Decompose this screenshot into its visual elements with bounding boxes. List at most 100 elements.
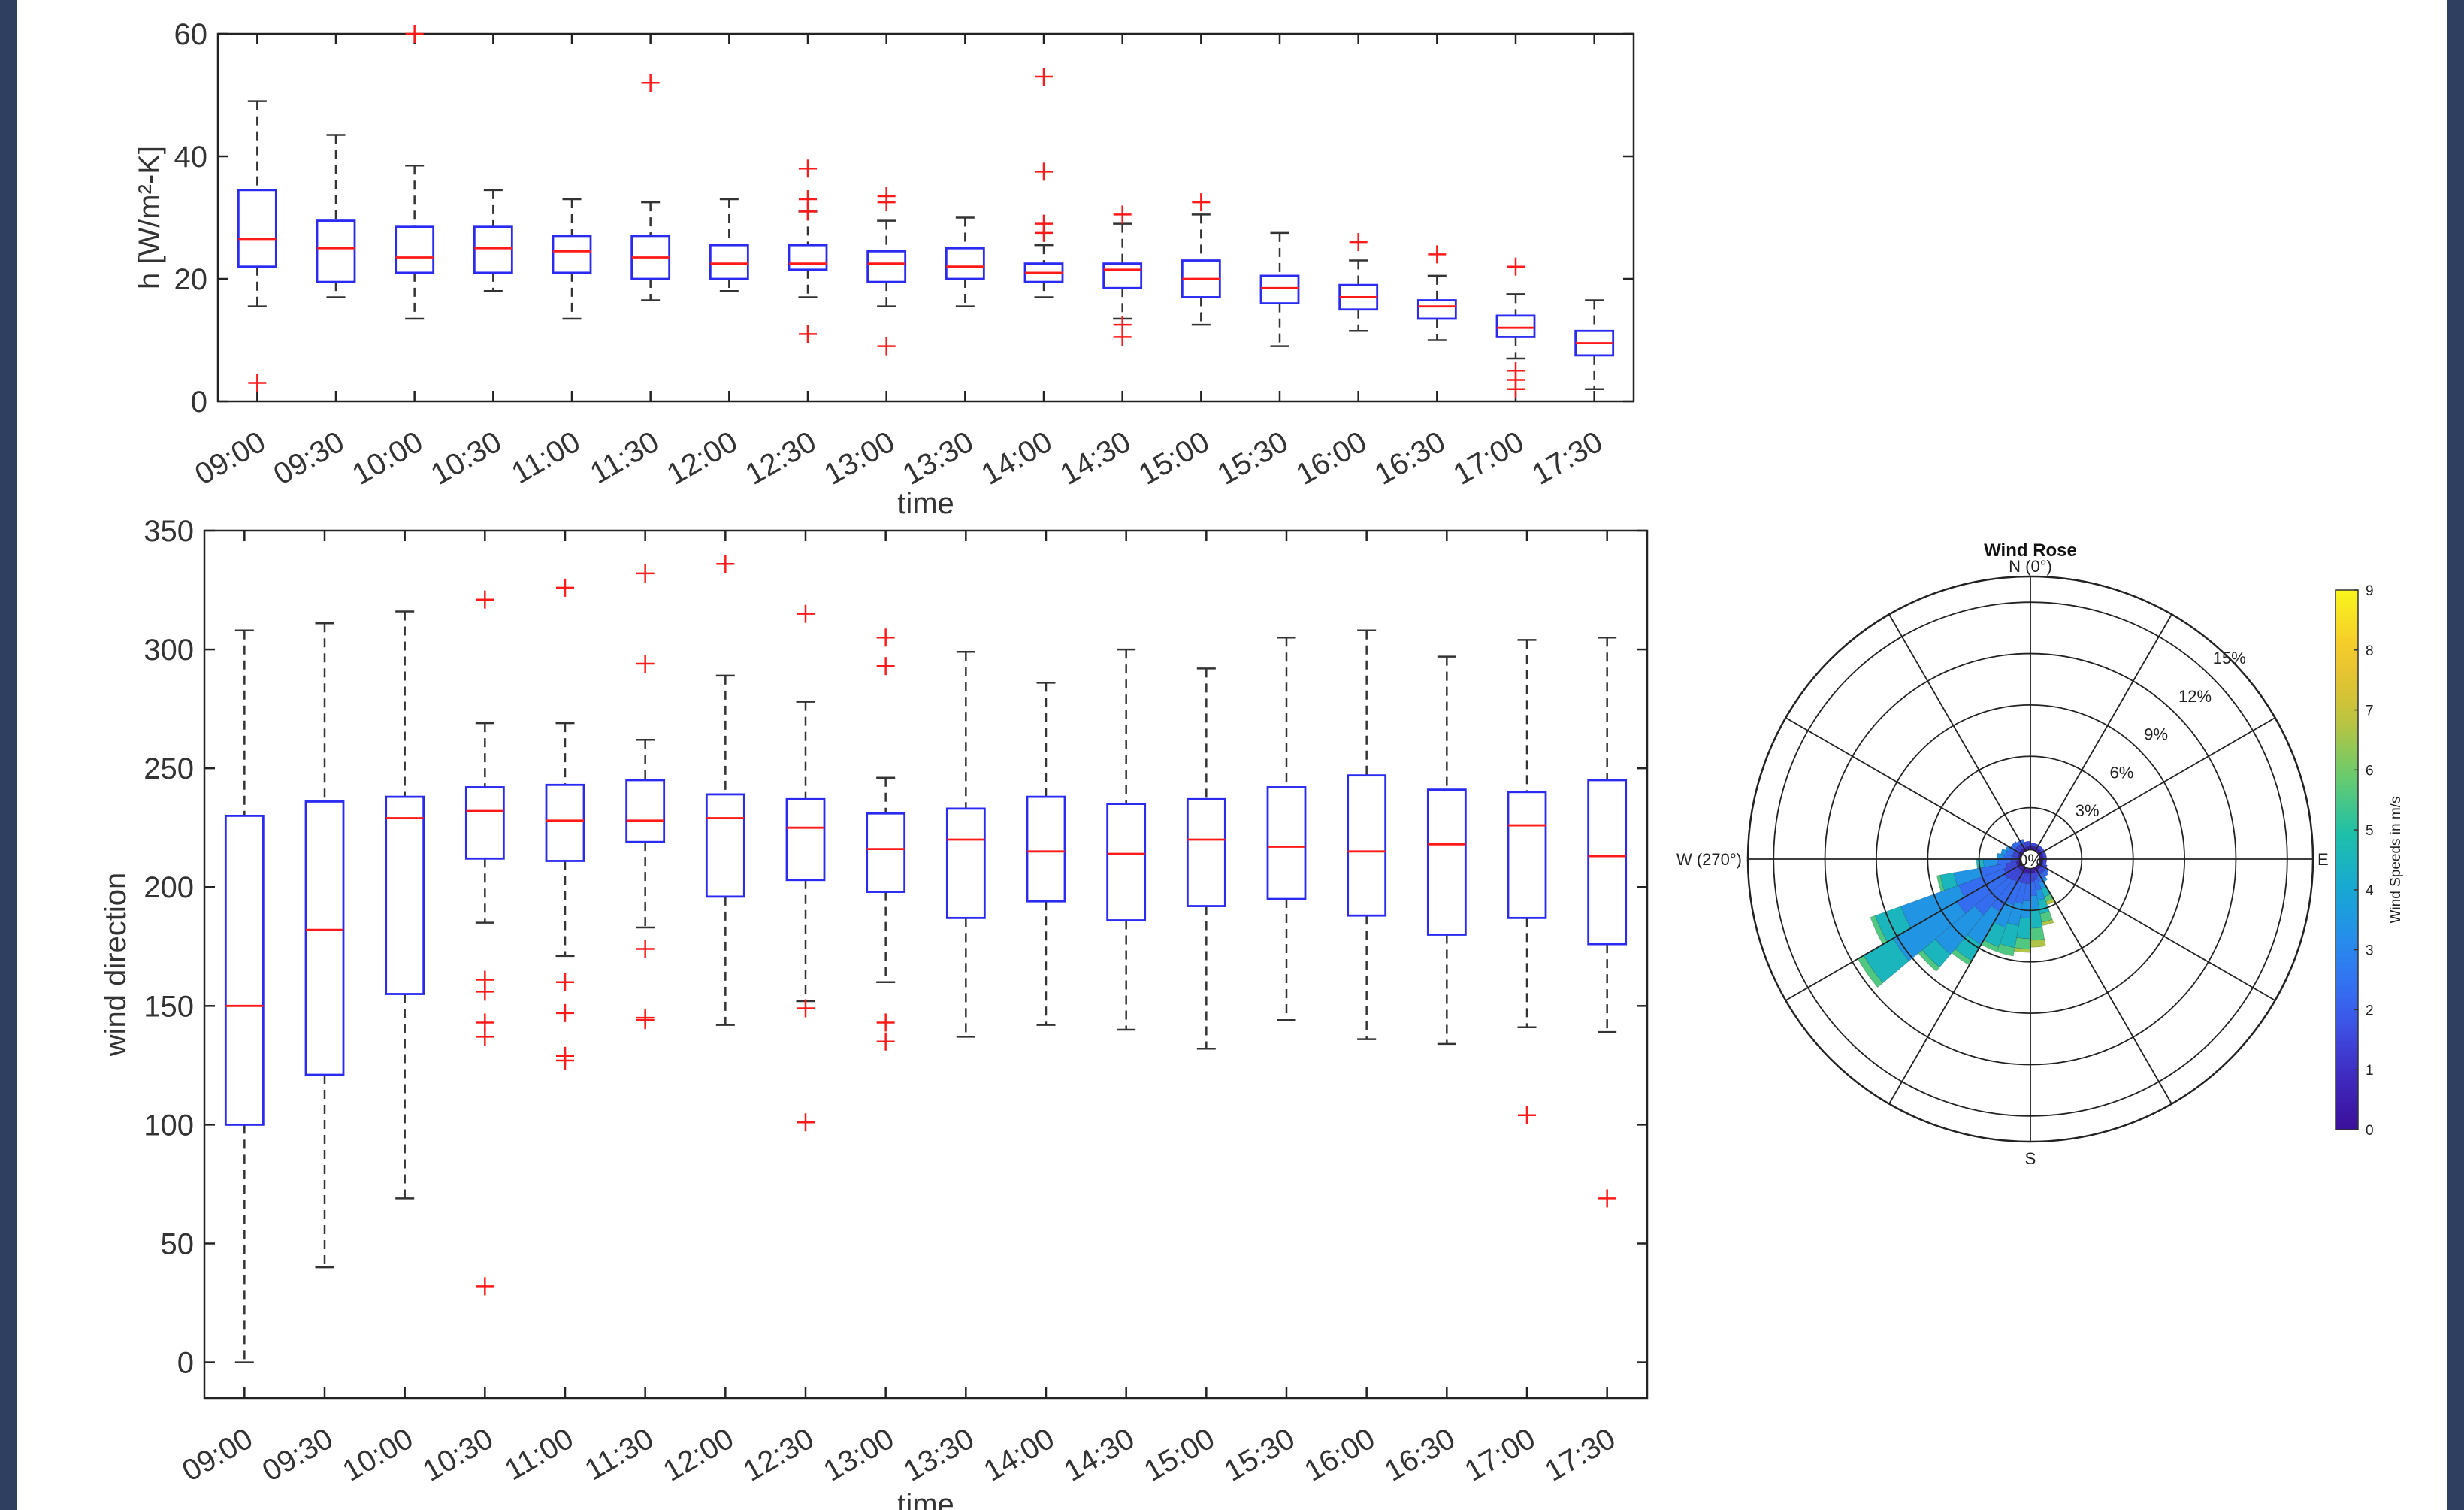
- x-axis-label: time: [897, 1488, 954, 1510]
- box-09:30: [316, 134, 356, 298]
- outlier-marker: [797, 999, 815, 1018]
- rose-north-label: N (0°): [2009, 557, 2052, 576]
- rose-spoke: [1785, 717, 2023, 855]
- box-12:00: [709, 198, 749, 292]
- x-tick-label: 16:30: [1379, 1422, 1461, 1488]
- rose-sector-bin: [1900, 885, 1965, 929]
- rose-sector-bin: [1953, 867, 1984, 886]
- rose-sector-bin: [1870, 915, 1888, 945]
- rose-sector-bin: [1936, 874, 1945, 892]
- x-tick-label: 11:30: [579, 1422, 659, 1487]
- outlier-marker: [476, 970, 494, 989]
- rose-radial-label: 15%: [2213, 649, 2246, 667]
- rose-spoke: [2034, 867, 2172, 1105]
- box-13:30: [945, 650, 986, 1038]
- rose-sector-bin: [1939, 872, 1958, 891]
- iqr-box: [304, 800, 345, 1076]
- iqr-box: [1426, 788, 1467, 936]
- x-tick-label: 13:30: [897, 425, 979, 492]
- iqr-box: [1507, 791, 1547, 919]
- colorbar-tick-label: 5: [2366, 823, 2374, 839]
- box-16:00: [1338, 233, 1379, 332]
- outlier-marker: [1035, 214, 1053, 233]
- y-tick-label: 100: [144, 1109, 194, 1142]
- outlier-marker: [1192, 193, 1211, 212]
- outlier-marker: [877, 186, 896, 205]
- y-tick-label: 0: [177, 1347, 194, 1380]
- x-tick-label: 14:00: [978, 1422, 1060, 1488]
- rose-sector-bin: [2024, 841, 2029, 848]
- x-tick-label: 16:00: [1290, 425, 1372, 492]
- x-tick-label: 15:30: [1219, 1422, 1301, 1488]
- rose-center-label: 0%: [2018, 851, 2042, 870]
- iqr-box: [464, 786, 505, 860]
- box-10:00: [395, 25, 435, 320]
- iqr-box: [395, 225, 435, 274]
- iqr-box: [1587, 779, 1628, 946]
- x-tick-label: 12:30: [738, 1422, 820, 1488]
- outlier-marker: [1035, 68, 1053, 86]
- y-axis-label: h [W/m²-K]: [133, 146, 166, 289]
- rose-spoke: [2038, 717, 2276, 855]
- iqr-box: [945, 247, 985, 280]
- outlier-marker: [1428, 245, 1447, 264]
- boxplot-0: 020406009:0009:3010:0010:3011:0011:3012:…: [133, 18, 1635, 520]
- box-13:30: [945, 216, 985, 307]
- outlier-marker: [476, 1277, 494, 1296]
- boxplot-1: 0 50 100 150 200 250 300 350 09:0009:3010:0010:3…: [99, 515, 1649, 1510]
- rose-radial-label: 12%: [2178, 687, 2212, 706]
- iqr-box: [1495, 314, 1536, 338]
- x-tick-label: 17:30: [1526, 425, 1608, 492]
- iqr-box: [788, 244, 828, 271]
- box-14:30: [1102, 205, 1143, 346]
- outlier-marker: [636, 940, 655, 958]
- rose-center-circle: [2020, 849, 2041, 870]
- x-tick-label: 12:00: [658, 1422, 739, 1488]
- rose-sector-bin: [2030, 939, 2046, 948]
- outlier-marker: [556, 973, 574, 991]
- rose-west-label: W (270°): [1676, 850, 1742, 869]
- outlier-marker: [799, 159, 817, 178]
- colorbar-tick-label: 2: [2366, 1003, 2374, 1018]
- outlier-marker: [636, 1009, 655, 1027]
- rose-sector-bin: [2042, 853, 2047, 858]
- y-tick-label: 200: [144, 871, 194, 904]
- box-16:30: [1416, 245, 1457, 341]
- iqr-box: [1106, 803, 1147, 921]
- y-tick-label: 60: [174, 18, 208, 51]
- colorbar: [2335, 589, 2359, 1130]
- outlier-marker: [405, 25, 424, 43]
- rose-sector-bin: [1996, 943, 2015, 957]
- rose-south-label: S: [2025, 1149, 2036, 1168]
- x-tick-label: 10:00: [346, 425, 428, 492]
- outlier-marker: [876, 657, 895, 676]
- plot-frame: [216, 32, 1635, 403]
- rose-spoke: [1785, 863, 2023, 1001]
- box-10:00: [385, 610, 425, 1200]
- x-tick-label: 11:00: [506, 425, 585, 491]
- rose-spoke: [1888, 867, 2027, 1105]
- iqr-box: [866, 812, 906, 893]
- iqr-box: [552, 235, 592, 274]
- x-tick-label: 12:00: [661, 425, 743, 492]
- box-15:00: [1181, 193, 1221, 326]
- box-10:30: [473, 189, 513, 292]
- x-tick-label: 17:00: [1448, 425, 1530, 492]
- iqr-box: [1259, 274, 1300, 304]
- y-tick-label: 350: [144, 515, 194, 548]
- iqr-box: [1416, 299, 1457, 320]
- colorbar-tick-label: 3: [2366, 943, 2374, 959]
- box-12:00: [705, 555, 745, 1026]
- box-13:00: [866, 186, 907, 356]
- x-axis-label: time: [897, 487, 954, 520]
- iqr-box: [224, 814, 265, 1126]
- rose-east-label: E: [2317, 850, 2329, 869]
- colorbar-tick-label: 6: [2366, 763, 2374, 779]
- outlier-marker: [876, 628, 895, 647]
- y-tick-label: 20: [174, 263, 208, 296]
- box-11:00: [545, 578, 585, 1070]
- rose-sector-bin: [2020, 900, 2031, 918]
- x-tick-label: 14:30: [1054, 425, 1136, 492]
- outlier-marker: [799, 190, 817, 209]
- iqr-box: [705, 793, 745, 898]
